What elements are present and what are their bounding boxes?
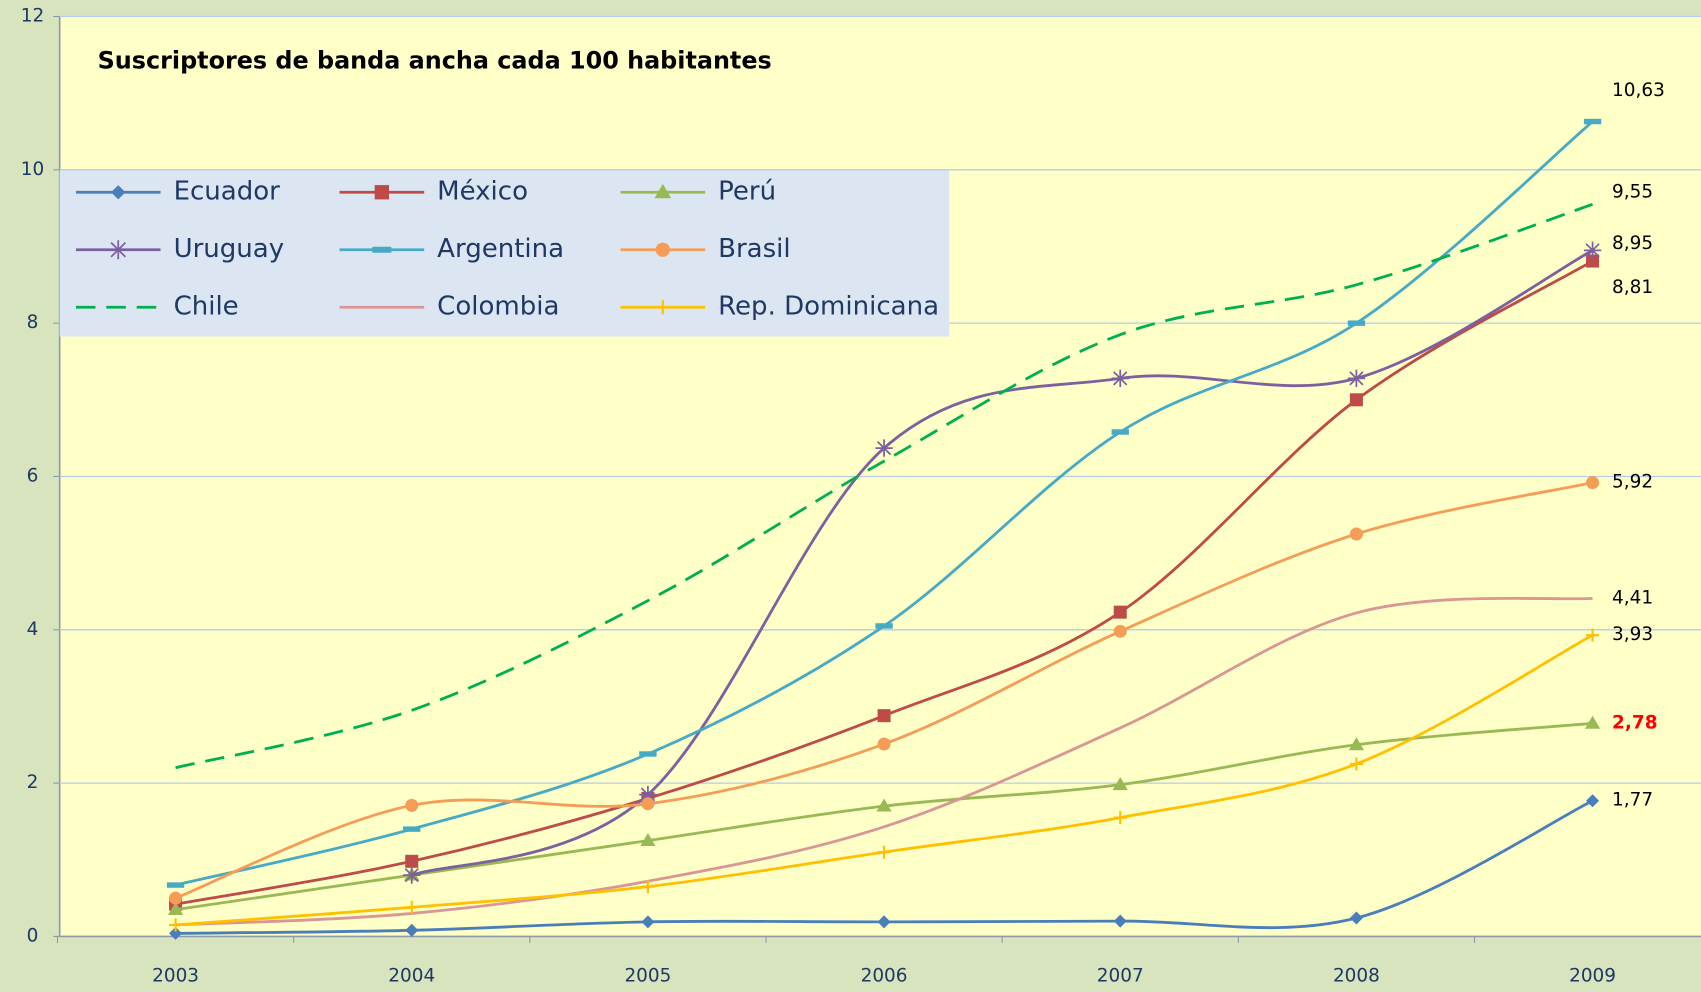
data-label: 8,81 <box>1612 277 1653 298</box>
marker <box>1583 118 1602 125</box>
marker <box>1586 476 1600 490</box>
y-tick-label: 12 <box>21 6 44 27</box>
x-tick-label: 2008 <box>1333 966 1380 987</box>
legend-label: Argentina <box>437 234 564 264</box>
data-label: 5,92 <box>1612 472 1653 493</box>
marker <box>403 866 421 884</box>
marker <box>641 880 655 894</box>
x-tick-label: 2004 <box>388 966 435 987</box>
marker <box>1584 715 1601 729</box>
marker <box>877 845 891 859</box>
x-tick-label: 2005 <box>624 966 671 987</box>
marker <box>374 185 390 200</box>
marker <box>108 240 128 260</box>
data-label: 1,77 <box>1612 790 1653 811</box>
marker <box>403 826 421 832</box>
marker <box>1347 369 1366 388</box>
marker <box>169 918 183 932</box>
x-tick-label: 2009 <box>1569 966 1616 987</box>
marker <box>372 246 392 253</box>
legend-label: México <box>437 177 528 207</box>
y-tick-label: 8 <box>27 312 39 333</box>
series-line <box>175 202 1594 770</box>
marker <box>111 185 126 200</box>
marker <box>1111 369 1129 388</box>
marker <box>1349 911 1363 925</box>
marker <box>1348 737 1365 751</box>
legend-label: Uruguay <box>174 234 285 264</box>
legend-label: Brasil <box>718 234 791 264</box>
series-lines: 1,77 8,81 2,78 8,95 10,63 5,92 9,55 4,41 3,93 <box>166 80 1665 940</box>
marker <box>877 709 891 723</box>
data-label: 9,55 <box>1612 181 1653 202</box>
marker <box>1112 777 1128 791</box>
x-tick-label: 2006 <box>861 966 908 987</box>
marker <box>1583 241 1602 260</box>
marker <box>655 242 670 257</box>
marker <box>405 798 419 812</box>
marker <box>1349 757 1363 771</box>
marker <box>876 798 892 812</box>
marker <box>167 902 184 916</box>
y-tick-label: 2 <box>27 772 39 793</box>
legend-label: Colombia <box>437 292 559 322</box>
x-tick-label: 2003 <box>152 966 199 987</box>
marker <box>875 439 893 457</box>
marker <box>639 785 657 804</box>
marker <box>877 737 891 751</box>
legend-label: Chile <box>174 292 239 322</box>
marker <box>405 854 419 868</box>
legend-box <box>59 170 950 337</box>
marker <box>875 623 893 629</box>
marker <box>1113 624 1127 638</box>
legend-label: Rep. Dominicana <box>718 292 939 322</box>
marker <box>405 900 419 914</box>
legend: Ecuador México Perú Uruguay Argentina Brasil C… <box>75 177 939 322</box>
legend-label: Ecuador <box>174 177 281 207</box>
marker <box>1113 811 1127 825</box>
marker <box>1347 320 1366 326</box>
marker <box>1349 393 1363 407</box>
marker <box>1586 794 1600 808</box>
data-label: 10,63 <box>1612 80 1665 101</box>
data-label: 2,78 <box>1612 712 1658 733</box>
marker <box>640 833 656 847</box>
marker <box>654 183 672 199</box>
chart-title: Suscriptores de banda ancha cada 100 hab… <box>98 47 772 75</box>
data-label: 8,95 <box>1612 233 1653 254</box>
marker <box>1586 254 1600 268</box>
data-label: 4,41 <box>1612 587 1653 608</box>
y-tick-label: 10 <box>21 159 44 180</box>
marker <box>1349 527 1363 541</box>
marker <box>641 797 655 811</box>
marker <box>639 751 657 757</box>
y-tick-label: 6 <box>27 465 39 486</box>
marker <box>1111 429 1129 435</box>
marker <box>166 882 185 888</box>
y-tick-label: 0 <box>27 925 39 946</box>
marker <box>1113 605 1127 619</box>
marker <box>1586 628 1600 642</box>
legend-label: Perú <box>718 177 776 207</box>
marker <box>655 300 670 315</box>
data-label: 3,93 <box>1612 624 1653 645</box>
marker <box>169 891 183 905</box>
y-tick-label: 4 <box>27 619 39 640</box>
series-line <box>411 249 1594 877</box>
x-tick-label: 2007 <box>1097 966 1144 987</box>
